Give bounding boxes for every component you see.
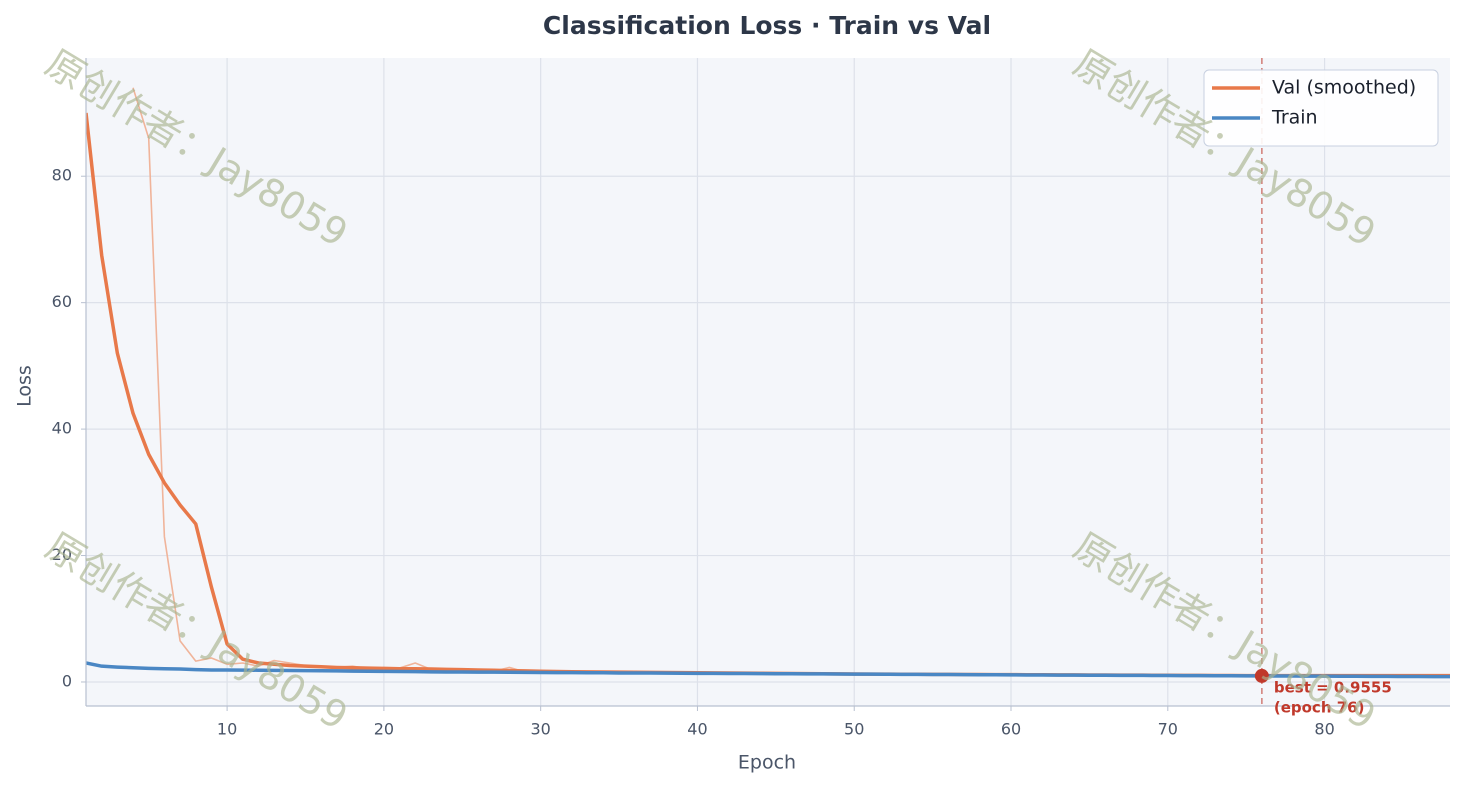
best-sublabel: (epoch 76) <box>1274 698 1365 716</box>
y-tick-label: 40 <box>52 419 72 438</box>
x-tick-label: 80 <box>1314 720 1334 739</box>
x-tick-label: 50 <box>844 720 864 739</box>
y-tick-label: 0 <box>62 671 72 690</box>
chart-title: Classification Loss · Train vs Val <box>543 11 991 40</box>
legend-label: Train <box>1271 107 1318 129</box>
legend: Val (smoothed) Train <box>1203 69 1439 147</box>
lines <box>86 87 1450 679</box>
x-tick-label: 20 <box>374 720 394 739</box>
y-axis-label: Loss <box>14 365 36 407</box>
x-tick-label: 10 <box>217 720 237 739</box>
x-tick-label: 30 <box>530 720 550 739</box>
x-tick-label: 70 <box>1158 720 1178 739</box>
legend-label: Val (smoothed) <box>1272 77 1416 99</box>
best-point <box>1254 668 1269 683</box>
grid: 0 20 40 60 80 10 20 30 40 50 60 70 80 <box>52 58 1450 739</box>
x-tick-label: 40 <box>687 720 707 739</box>
y-tick-label: 60 <box>52 292 72 311</box>
x-tick-label: 60 <box>1001 720 1021 739</box>
legend-box <box>1203 69 1439 147</box>
x-axis-label: Epoch <box>738 752 796 774</box>
y-tick-label: 80 <box>52 166 72 185</box>
plot-area <box>86 58 1450 706</box>
best-label: best = 0.9555 <box>1274 678 1392 696</box>
y-tick-label: 20 <box>52 545 72 564</box>
series-line <box>86 661 1450 679</box>
